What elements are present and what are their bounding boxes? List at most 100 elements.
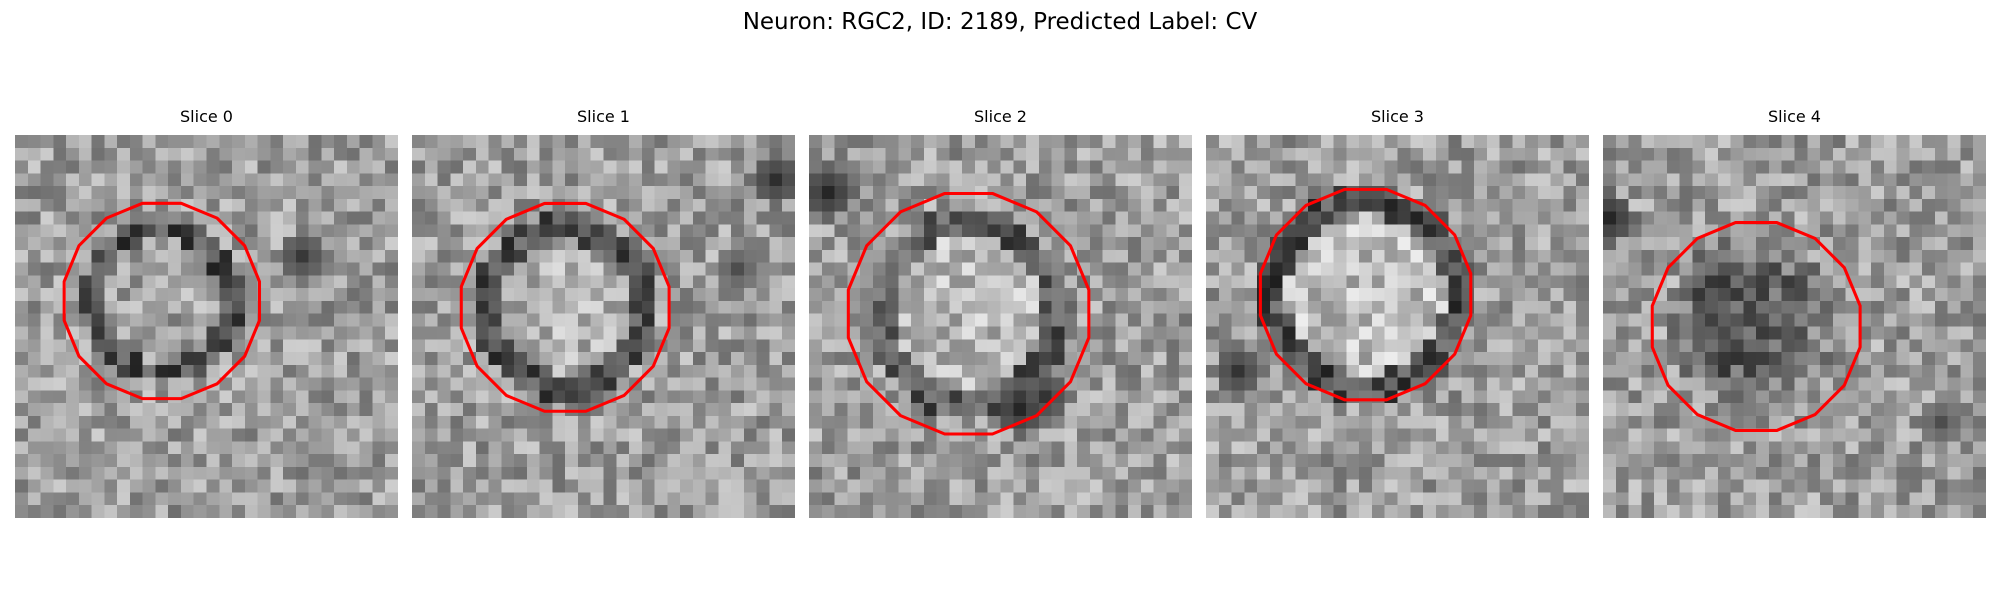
pixel <box>872 441 886 455</box>
pixel <box>1705 262 1719 276</box>
slice-title-2: Slice 2 <box>974 107 1027 126</box>
pixel <box>1960 135 1974 149</box>
pixel <box>1359 313 1373 327</box>
pixel <box>1692 198 1706 212</box>
pixel <box>1026 454 1040 468</box>
pixel <box>949 454 963 468</box>
pixel <box>1179 505 1192 518</box>
pixel <box>552 364 566 378</box>
pixel <box>206 186 220 200</box>
pixel <box>923 237 937 251</box>
pixel <box>1717 377 1731 391</box>
pixel <box>412 198 426 212</box>
pixel <box>769 160 783 174</box>
pixel <box>1089 339 1103 353</box>
pixel <box>1550 415 1564 429</box>
pixel <box>1115 415 1129 429</box>
pixel <box>629 352 643 366</box>
pixel <box>1525 237 1539 251</box>
pixel <box>552 173 566 187</box>
pixel <box>1461 479 1475 493</box>
pixel <box>475 466 489 480</box>
pixel <box>168 198 182 212</box>
pixel <box>603 198 617 212</box>
pixel <box>1320 441 1334 455</box>
pixel <box>412 147 426 161</box>
pixel <box>1269 275 1283 289</box>
pixel <box>514 428 528 442</box>
pixel <box>283 492 297 506</box>
pixel <box>1537 479 1551 493</box>
pixel <box>463 275 477 289</box>
pixel <box>987 135 1001 149</box>
pixel <box>334 326 348 340</box>
pixel <box>501 505 515 518</box>
pixel <box>1628 237 1642 251</box>
pixel <box>1295 224 1309 238</box>
pixel <box>1794 160 1808 174</box>
pixel <box>1666 466 1680 480</box>
pixel <box>1692 211 1706 225</box>
pixel <box>1077 390 1091 404</box>
pixel <box>641 198 655 212</box>
pixel <box>1947 313 1961 327</box>
pixel <box>1153 173 1167 187</box>
pixel <box>809 224 823 238</box>
pixel <box>1743 364 1757 378</box>
pixel <box>1705 198 1719 212</box>
pixel <box>1717 288 1731 302</box>
pixel <box>629 135 643 149</box>
pixel <box>117 352 131 366</box>
pixel <box>718 173 732 187</box>
pixel <box>616 441 630 455</box>
pixel <box>1089 390 1103 404</box>
pixel <box>987 288 1001 302</box>
pixel <box>1384 249 1398 263</box>
pixel <box>1038 300 1052 314</box>
pixel <box>667 403 681 417</box>
pixel <box>104 428 118 442</box>
pixel <box>180 288 194 302</box>
pixel <box>1679 364 1693 378</box>
pixel <box>155 198 169 212</box>
pixel <box>1743 505 1757 518</box>
pixel <box>590 147 604 161</box>
pixel <box>501 441 515 455</box>
pixel <box>1525 428 1539 442</box>
pixel <box>962 326 976 340</box>
pixel <box>283 428 297 442</box>
pixel <box>40 300 54 314</box>
pixel <box>359 415 373 429</box>
pixel <box>1628 339 1642 353</box>
pixel <box>539 454 553 468</box>
pixel <box>1026 160 1040 174</box>
pixel <box>718 364 732 378</box>
pixel <box>565 339 579 353</box>
pixel <box>450 135 464 149</box>
pixel <box>641 288 655 302</box>
pixel <box>949 173 963 187</box>
pixel <box>1883 288 1897 302</box>
pixel <box>193 262 207 276</box>
pixel <box>667 147 681 161</box>
pixel <box>756 262 770 276</box>
pixel <box>1820 275 1834 289</box>
pixel <box>1153 364 1167 378</box>
pixel <box>872 237 886 251</box>
pixel <box>1231 403 1245 417</box>
pixel <box>1717 364 1731 378</box>
pixel <box>1537 135 1551 149</box>
pixel <box>911 237 925 251</box>
pixel <box>1781 403 1795 417</box>
pixel <box>1000 173 1014 187</box>
pixel <box>412 428 426 442</box>
pixel <box>1641 441 1655 455</box>
pixel <box>1525 249 1539 263</box>
pixel <box>641 275 655 289</box>
pixel <box>1308 326 1322 340</box>
pixel <box>1832 492 1846 506</box>
pixel <box>1320 428 1334 442</box>
pixel <box>1563 262 1577 276</box>
pixel <box>885 466 899 480</box>
pixel <box>1051 173 1065 187</box>
